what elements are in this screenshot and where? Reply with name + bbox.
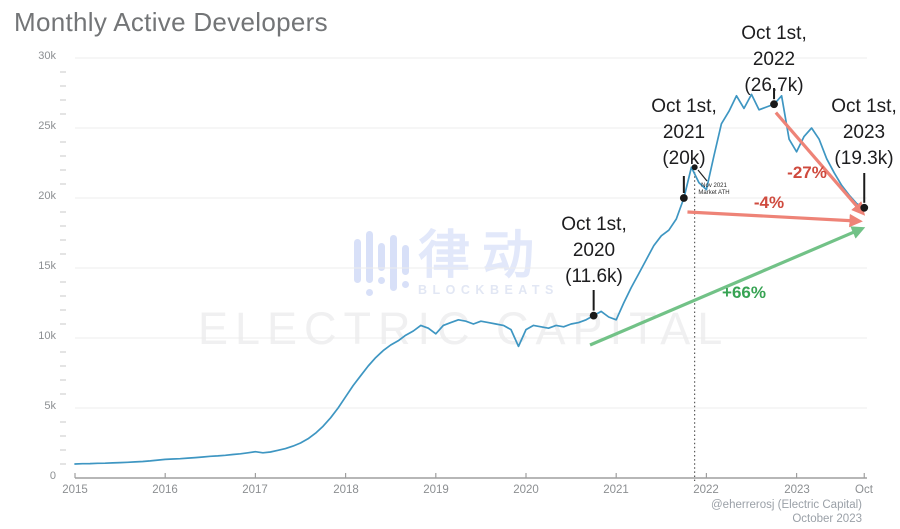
y-axis-label-30k: 30k (38, 50, 56, 62)
x-axis-label-oct: Oct (855, 484, 873, 496)
y-axis-label-10k: 10k (38, 330, 56, 342)
x-axis-label-2021: 2021 (603, 484, 629, 496)
x-axis-label-2019: 2019 (423, 484, 449, 496)
pct-change-plus-66: +66% (722, 283, 766, 302)
annotation-line: 2020 (572, 240, 616, 261)
y-axis-label-20k: 20k (38, 190, 56, 202)
annotation-oct-2021: Oct 1st, 2021 (20k) (624, 94, 744, 172)
annotation-line: Oct 1st, (561, 214, 627, 235)
blockbeats-watermark: 律动 BLOCKBEATS (352, 227, 559, 297)
annotation-line: (19.3k) (834, 148, 894, 169)
annotation-line: 2021 (662, 122, 706, 143)
blockbeats-en-text: BLOCKBEATS (418, 283, 559, 297)
annotation-oct-2023: Oct 1st, 2023 (19.3k) (814, 94, 900, 172)
y-axis-label-0: 0 (49, 470, 56, 482)
credit-text: @eherrerosj (Electric Capital) October 2… (711, 499, 862, 526)
x-axis-label-2020: 2020 (513, 484, 539, 496)
annotation-line: (20k) (662, 148, 706, 169)
x-axis-label-2017: 2017 (242, 484, 268, 496)
x-axis-label-2018: 2018 (333, 484, 359, 496)
blockbeats-cn-text: 律动 (418, 227, 547, 285)
credit-line-1: @eherrerosj (Electric Capital) (711, 499, 862, 511)
annotation-line: Market ATH (698, 190, 730, 196)
x-axis-label-2023: 2023 (784, 484, 810, 496)
annotation-line: (26.7k) (744, 75, 804, 96)
blockbeats-logo-icon (354, 231, 409, 296)
y-axis-label-5k: 5k (44, 400, 56, 412)
annotation-line: Oct 1st, (741, 23, 807, 44)
annotation-line: Nov 2021 (701, 183, 727, 189)
y-axis-label-15k: 15k (38, 260, 56, 272)
page-title: Monthly Active Developers (14, 7, 328, 37)
x-axis-label-2016: 2016 (152, 484, 178, 496)
annotation-line: 2023 (842, 122, 886, 143)
annotation-oct-2022: Oct 1st, 2022 (26.7k) (714, 21, 834, 99)
x-axis-label-2022: 2022 (693, 484, 719, 496)
annotation-line: Oct 1st, (831, 96, 897, 117)
annotation-nov-2021-ath: Nov 2021 Market ATH (692, 183, 736, 197)
annotation-oct-2020: Oct 1st, 2020 (11.6k) (534, 212, 654, 290)
annotation-line: Oct 1st, (651, 96, 717, 117)
pct-change-minus-4: -4% (753, 193, 785, 212)
credit-line-2: October 2023 (792, 512, 862, 525)
annotation-line: (11.6k) (565, 266, 623, 287)
annotation-line: 2022 (752, 49, 796, 70)
pct-change-minus-27: -27% (787, 163, 827, 182)
x-axis-label-2015: 2015 (62, 484, 88, 496)
y-axis-label-25k: 25k (38, 120, 56, 132)
electric-capital-watermark: ELECTRIC CAPITAL (198, 303, 730, 354)
